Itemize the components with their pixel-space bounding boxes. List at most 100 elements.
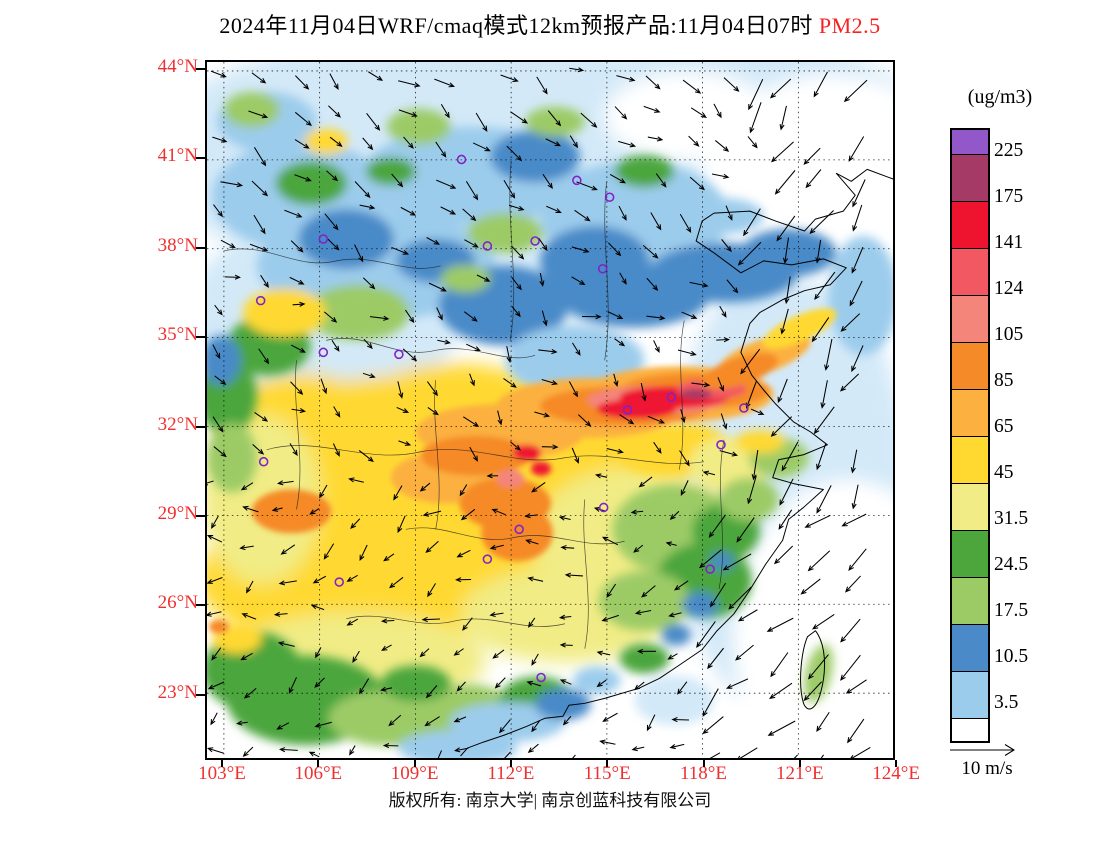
taiwan-coastline [800, 630, 825, 710]
wind-arrow [424, 716, 440, 727]
wind-arrow [246, 580, 254, 594]
wind-arrow [362, 137, 374, 151]
colorbar-band [952, 295, 988, 342]
contour-blob [614, 155, 675, 188]
contour-blob [207, 422, 257, 493]
wind-arrow [691, 382, 711, 388]
wind-arrow [816, 711, 830, 733]
wind-arrow [466, 343, 481, 351]
wind-arrow [723, 77, 740, 92]
wind-arrow [559, 642, 573, 648]
wind-arrow [212, 416, 224, 433]
wind-arrow [403, 136, 414, 149]
lat-tick-mark [196, 157, 205, 160]
wind-arrow [702, 470, 716, 476]
wind-arrow [669, 743, 685, 750]
wind-arrow [699, 549, 722, 569]
wind-arrow [464, 239, 479, 248]
wind-arrow [669, 510, 680, 520]
wind-arrow [328, 105, 341, 118]
wind-arrow [606, 447, 624, 454]
wind-arrow [251, 180, 269, 197]
china-coastline [460, 168, 893, 757]
wind-arrow [214, 304, 223, 316]
wind-arrow [426, 381, 438, 397]
wind-arrow [602, 712, 618, 722]
wind-arrow [782, 237, 790, 264]
lat-tick-label: 32°N [157, 413, 198, 435]
wind-arrow [359, 678, 370, 695]
colorbar-band [952, 130, 988, 154]
wind-arrow [419, 482, 431, 492]
contour-blob [828, 236, 893, 356]
wind-arrow [437, 339, 451, 345]
wind-arrow [254, 412, 269, 422]
wind-arrow [735, 644, 754, 661]
wind-arrow [637, 648, 656, 654]
wind-arrow [290, 240, 304, 253]
wind-arrow [616, 75, 636, 82]
wind-arrow [536, 76, 548, 95]
colorbar-boundary-label: 85 [994, 370, 1014, 391]
wind-arrow [541, 378, 558, 386]
wind-arrow [640, 382, 647, 402]
wind-arrow [689, 281, 709, 288]
lat-tick-label: 41°N [157, 145, 198, 167]
wind-arrow [292, 301, 306, 307]
wind-arrow [492, 649, 505, 659]
wind-arrow [421, 616, 440, 623]
station-marker [604, 192, 615, 202]
wind-arrow [569, 67, 585, 73]
station-marker [572, 175, 582, 186]
lat-tick-label: 44°N [157, 56, 198, 77]
map-decor [223, 248, 441, 269]
wind-arrow [804, 514, 831, 528]
contour-blob [275, 161, 348, 206]
wind-arrow [242, 505, 259, 513]
colorbar-band [952, 201, 988, 248]
copyright-text: 版权所有: 南京大学| 南京创蓝科技有限公司 [388, 791, 712, 810]
wind-arrow [469, 446, 478, 462]
wind-arrow [599, 739, 616, 745]
contour-blob [304, 128, 349, 155]
wind-arrow [743, 208, 761, 237]
wind-arrow [212, 136, 228, 143]
wind-arrow [681, 311, 698, 319]
station-marker [318, 347, 329, 358]
wind-arrow [811, 317, 830, 343]
wind-arrow [469, 373, 475, 387]
contour-blob [682, 591, 719, 618]
wind-arrow [463, 311, 478, 322]
wind-arrow [258, 348, 270, 365]
lat-tick-label: 38°N [157, 234, 198, 256]
wind-arrow [511, 245, 525, 260]
wind-arrow [425, 540, 439, 554]
wind-arrow [453, 716, 467, 723]
wind-arrow [766, 617, 794, 632]
wind-arrow [278, 580, 297, 586]
contour-blob [734, 429, 785, 454]
contour-blob [719, 477, 779, 522]
colorbar-boundary-label: 105 [994, 324, 1024, 345]
wind-arrow [435, 141, 447, 158]
wind-arrow [476, 274, 491, 282]
wind-arrow [531, 482, 546, 493]
lon-tick-label: 112°E [487, 763, 535, 784]
wind-arrow [601, 614, 619, 622]
wind-arrow [397, 515, 406, 534]
wind-arrow [715, 140, 730, 152]
wind-arrow [249, 243, 269, 252]
wind-arrow [606, 583, 617, 598]
wind-arrow [641, 585, 656, 598]
wind-arrow [427, 583, 437, 598]
wind-arrow [813, 406, 835, 435]
wind-arrow [310, 604, 325, 611]
wind-arrow [511, 306, 521, 318]
wind-arrow [539, 272, 545, 287]
wind-arrow [702, 688, 719, 717]
wind-arrow [677, 349, 697, 356]
station-marker [318, 234, 329, 244]
lat-tick-mark [196, 693, 205, 696]
wind-arrow [309, 508, 320, 515]
station-marker [334, 577, 345, 587]
